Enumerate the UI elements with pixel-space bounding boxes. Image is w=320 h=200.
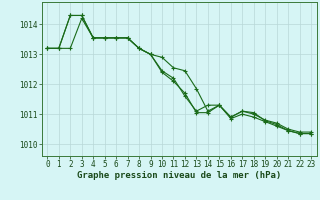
X-axis label: Graphe pression niveau de la mer (hPa): Graphe pression niveau de la mer (hPa)	[77, 171, 281, 180]
